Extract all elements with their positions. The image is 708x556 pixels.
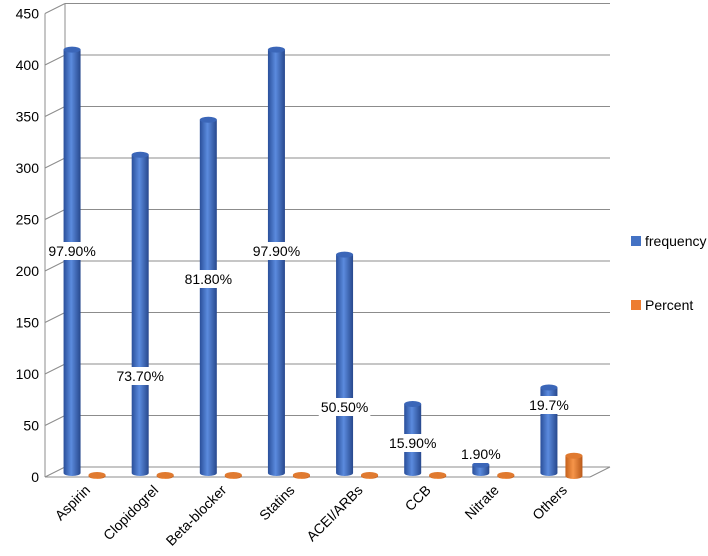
bar-percent bbox=[361, 471, 379, 479]
gridline-depth bbox=[44, 415, 66, 426]
bar-percent-top bbox=[224, 471, 242, 478]
bar-frequency-body bbox=[199, 119, 217, 477]
bar-frequency-top bbox=[199, 116, 217, 123]
gridline-depth bbox=[44, 106, 66, 117]
data-label: 81.80% bbox=[185, 271, 232, 287]
x-tick-label: Others bbox=[529, 482, 570, 523]
gridline-depth bbox=[44, 209, 66, 220]
bar-frequency-body bbox=[63, 49, 81, 477]
bar-percent-top bbox=[429, 471, 447, 478]
bar-percent-top bbox=[156, 471, 174, 478]
bar-frequency-body bbox=[472, 464, 490, 476]
gridline-depth bbox=[44, 260, 66, 272]
legend-swatch-frequency bbox=[631, 236, 641, 246]
data-label-box bbox=[250, 242, 303, 260]
floor-edge-right bbox=[589, 466, 611, 478]
bar-frequency bbox=[131, 151, 149, 477]
data-labels: 97.90% 73.70% 81.80% 97.90% 50.50% 15.90% 1.90… bbox=[46, 242, 571, 463]
bar-frequency-top bbox=[267, 46, 285, 53]
category-labels: Aspirin Clopidogrel Beta-blocker Statins ACE… bbox=[52, 482, 570, 549]
bar-frequency-top bbox=[131, 151, 149, 158]
bar-frequency bbox=[267, 46, 285, 477]
bar-percent bbox=[565, 452, 583, 479]
gridline-depth bbox=[44, 363, 66, 375]
data-label-box bbox=[182, 270, 235, 288]
bar-frequency-top bbox=[63, 46, 81, 53]
x-tick-label: Nitrate bbox=[461, 482, 502, 523]
data-label: 15.90% bbox=[389, 435, 436, 451]
data-label: 97.90% bbox=[48, 243, 95, 259]
bar-percent-body bbox=[565, 455, 583, 479]
bar-frequency-body bbox=[131, 154, 149, 477]
y-tick-label: 200 bbox=[16, 263, 40, 279]
bar-percent bbox=[224, 471, 242, 479]
bar-frequency-body bbox=[336, 254, 354, 476]
y-tick-label: 450 bbox=[16, 6, 40, 22]
gridline-depth bbox=[44, 312, 66, 323]
bar-frequency bbox=[199, 116, 217, 477]
data-label-box bbox=[114, 367, 166, 385]
data-label-box bbox=[386, 434, 439, 452]
bar-percent bbox=[292, 471, 310, 479]
bar-percent bbox=[156, 471, 174, 479]
x-tick-label: Aspirin bbox=[52, 482, 94, 524]
data-label-box bbox=[318, 398, 371, 416]
y-tick-label: 100 bbox=[16, 366, 40, 382]
gridline-depth bbox=[44, 54, 66, 66]
y-tick-label: 400 bbox=[16, 57, 40, 73]
y-tick-label: 300 bbox=[16, 160, 40, 176]
x-tick-label: Clopidogrel bbox=[100, 482, 161, 543]
x-tick-label: CCB bbox=[402, 482, 434, 514]
legend-label-frequency: frequency bbox=[645, 233, 706, 249]
bar-frequency bbox=[63, 46, 81, 477]
data-label: 1.90% bbox=[461, 446, 501, 462]
y-tick-label: 50 bbox=[23, 418, 39, 434]
y-tick-label: 250 bbox=[16, 212, 40, 228]
data-label-box bbox=[46, 242, 98, 260]
bar-percent bbox=[429, 471, 447, 479]
gridline-depth bbox=[44, 466, 66, 478]
data-label: 50.50% bbox=[321, 399, 368, 415]
y-tick-labels: 0 50 100 150 200 250 300 350 400 450 bbox=[16, 6, 40, 486]
bar-percent-top bbox=[88, 471, 106, 478]
bar-percent-top bbox=[565, 452, 583, 459]
bar-frequency bbox=[336, 251, 354, 476]
legend: frequency Percent bbox=[631, 233, 706, 313]
y-tick-label: 350 bbox=[16, 109, 40, 125]
bar-percent bbox=[497, 471, 515, 479]
legend-swatch-percent bbox=[631, 300, 641, 310]
x-tick-label: Beta-blocker bbox=[163, 482, 230, 549]
x-tick-label: ACEI/ARBs bbox=[303, 482, 365, 544]
data-label-box bbox=[526, 396, 571, 414]
bar-percent-top bbox=[361, 471, 379, 478]
y-tick-label: 150 bbox=[16, 315, 40, 331]
x-tick-label: Statins bbox=[256, 482, 298, 524]
legend-label-percent: Percent bbox=[645, 297, 693, 313]
data-label: 97.90% bbox=[253, 243, 300, 259]
gridline-depth bbox=[44, 3, 66, 14]
bar-frequency bbox=[472, 461, 490, 476]
bar-frequency-top bbox=[472, 461, 490, 468]
bar-frequency-top bbox=[336, 251, 354, 258]
bar-frequency-top bbox=[404, 400, 422, 407]
data-label-box bbox=[458, 445, 503, 463]
data-label: 19.7% bbox=[529, 397, 569, 413]
bar-frequency-top bbox=[540, 384, 558, 391]
data-label: 73.70% bbox=[116, 368, 163, 384]
bar-frequency-body bbox=[267, 49, 285, 477]
bar-percent-top bbox=[497, 471, 515, 478]
bar-percent-top bbox=[292, 471, 310, 478]
gridline-depth bbox=[44, 157, 66, 169]
bar-percent bbox=[88, 471, 106, 479]
y-tick-label: 0 bbox=[31, 469, 39, 485]
